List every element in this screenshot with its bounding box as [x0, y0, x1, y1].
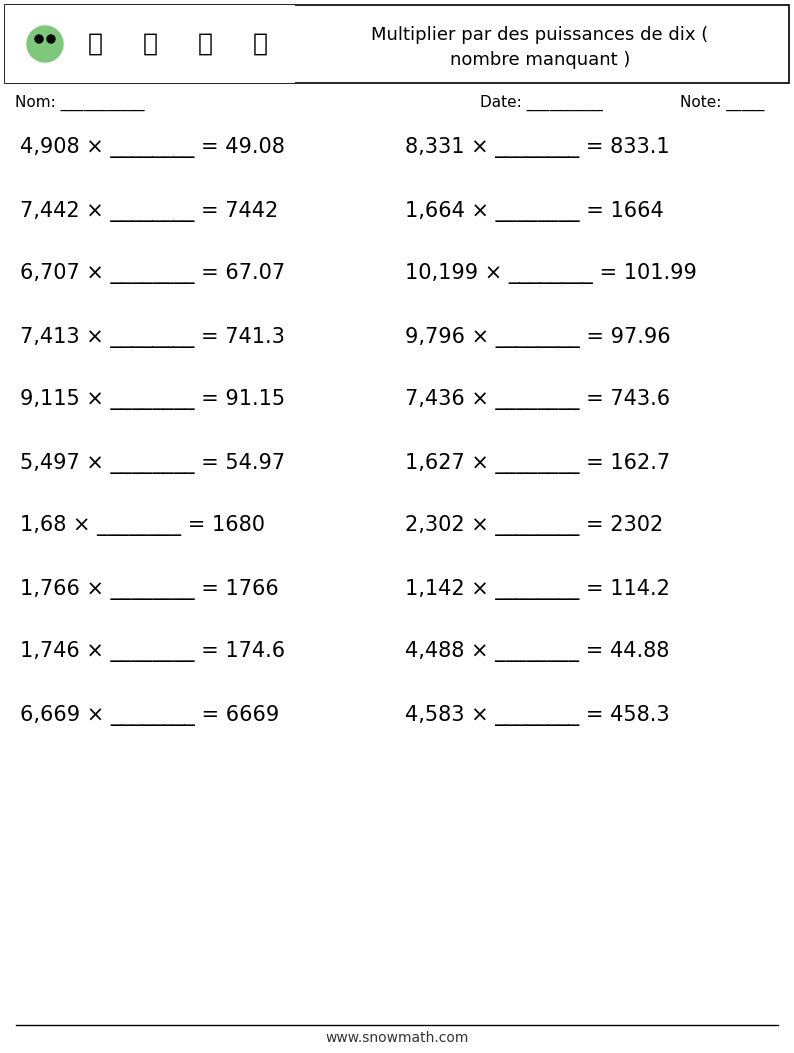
Text: 4,583 × ________ = 458.3: 4,583 × ________ = 458.3	[405, 704, 669, 726]
Text: 1,627 × ________ = 162.7: 1,627 × ________ = 162.7	[405, 453, 670, 474]
Text: 📡: 📡	[252, 32, 268, 56]
Circle shape	[47, 35, 55, 43]
Text: 1,746 × ________ = 174.6: 1,746 × ________ = 174.6	[20, 641, 285, 662]
Text: 6,707 × ________ = 67.07: 6,707 × ________ = 67.07	[20, 263, 285, 284]
Text: Nom: ___________: Nom: ___________	[15, 95, 145, 112]
Text: 🔭: 🔭	[198, 32, 213, 56]
Text: 8,331 × ________ = 833.1: 8,331 × ________ = 833.1	[405, 138, 669, 159]
Text: 10,199 × ________ = 101.99: 10,199 × ________ = 101.99	[405, 263, 697, 284]
Text: 1,68 × ________ = 1680: 1,68 × ________ = 1680	[20, 516, 265, 536]
Text: 4,488 × ________ = 44.88: 4,488 × ________ = 44.88	[405, 641, 669, 662]
Text: 7,442 × ________ = 7442: 7,442 × ________ = 7442	[20, 200, 278, 221]
FancyBboxPatch shape	[5, 5, 789, 83]
Text: 4,908 × ________ = 49.08: 4,908 × ________ = 49.08	[20, 138, 285, 159]
Text: 1,664 × ________ = 1664: 1,664 × ________ = 1664	[405, 200, 664, 221]
Circle shape	[35, 35, 43, 43]
Text: 9,115 × ________ = 91.15: 9,115 × ________ = 91.15	[20, 390, 285, 411]
Circle shape	[27, 26, 63, 62]
Text: Date: __________: Date: __________	[480, 95, 603, 112]
Text: 1,766 × ________ = 1766: 1,766 × ________ = 1766	[20, 578, 279, 599]
Text: nombre manquant ): nombre manquant )	[450, 51, 630, 69]
Text: 1,142 × ________ = 114.2: 1,142 × ________ = 114.2	[405, 578, 670, 599]
Text: 🔬: 🔬	[87, 32, 102, 56]
Text: 5,497 × ________ = 54.97: 5,497 × ________ = 54.97	[20, 453, 285, 474]
Text: 7,436 × ________ = 743.6: 7,436 × ________ = 743.6	[405, 390, 670, 411]
Text: 2,302 × ________ = 2302: 2,302 × ________ = 2302	[405, 516, 663, 536]
Text: www.snowmath.com: www.snowmath.com	[326, 1031, 468, 1045]
Text: 9,796 × ________ = 97.96: 9,796 × ________ = 97.96	[405, 326, 671, 347]
Text: 6,669 × ________ = 6669: 6,669 × ________ = 6669	[20, 704, 279, 726]
Text: Note: _____: Note: _____	[680, 95, 765, 112]
Text: 7,413 × ________ = 741.3: 7,413 × ________ = 741.3	[20, 326, 285, 347]
Text: 🤖: 🤖	[142, 32, 157, 56]
Text: Multiplier par des puissances de dix (: Multiplier par des puissances de dix (	[372, 26, 708, 44]
FancyBboxPatch shape	[5, 5, 295, 83]
